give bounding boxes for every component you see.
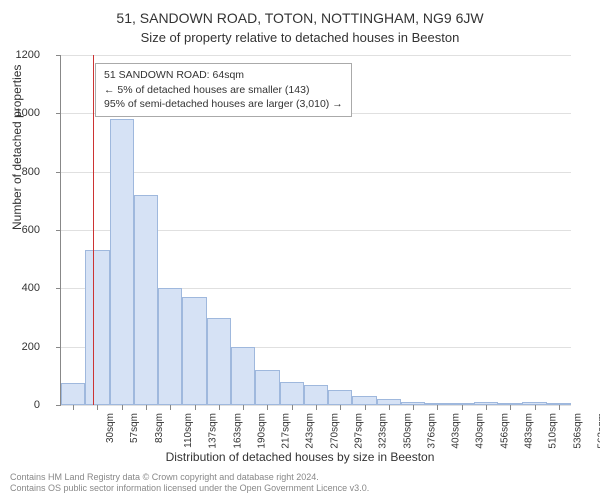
x-tick-label: 190sqm (256, 413, 267, 449)
grid-line (61, 172, 571, 173)
footer-line-2: Contains OS public sector information li… (10, 483, 369, 495)
x-axis-label: Distribution of detached houses by size … (0, 450, 600, 464)
x-tick-mark (535, 405, 536, 410)
x-tick-label: 137sqm (208, 413, 219, 449)
y-tick-label: 600 (0, 224, 40, 236)
y-tick-label: 1000 (0, 107, 40, 119)
y-tick-mark (56, 55, 61, 56)
histogram-bar (255, 370, 279, 405)
histogram-bar (280, 382, 304, 405)
footer-line-1: Contains HM Land Registry data © Crown c… (10, 472, 369, 484)
x-tick-label: 376sqm (426, 413, 437, 449)
x-tick-label: 563sqm (596, 413, 600, 449)
x-tick-label: 217sqm (281, 413, 292, 449)
x-tick-mark (389, 405, 390, 410)
x-tick-label: 83sqm (154, 413, 165, 443)
histogram-bar (110, 119, 134, 405)
marker-line (93, 55, 94, 405)
x-tick-mark (195, 405, 196, 410)
x-tick-label: 163sqm (232, 413, 243, 449)
x-tick-label: 270sqm (329, 413, 340, 449)
annotation-line-2: ← 5% of detached houses are smaller (143… (104, 83, 343, 98)
x-tick-label: 30sqm (105, 413, 116, 443)
x-tick-mark (413, 405, 414, 410)
x-tick-mark (292, 405, 293, 410)
chart-title-1: 51, SANDOWN ROAD, TOTON, NOTTINGHAM, NG9… (0, 10, 600, 26)
histogram-bar (231, 347, 255, 405)
x-tick-mark (267, 405, 268, 410)
x-tick-mark (170, 405, 171, 410)
x-tick-mark (243, 405, 244, 410)
histogram-bar (328, 390, 352, 405)
y-axis-label: Number of detached properties (10, 65, 24, 230)
y-tick-mark (56, 113, 61, 114)
x-tick-label: 243sqm (305, 413, 316, 449)
y-tick-label: 1200 (0, 49, 40, 61)
x-tick-label: 536sqm (572, 413, 583, 449)
footer-attribution: Contains HM Land Registry data © Crown c… (10, 472, 369, 495)
x-tick-label: 430sqm (475, 413, 486, 449)
y-tick-mark (56, 172, 61, 173)
y-tick-mark (56, 347, 61, 348)
x-tick-label: 57sqm (129, 413, 140, 443)
x-tick-label: 510sqm (548, 413, 559, 449)
chart-title-2: Size of property relative to detached ho… (0, 30, 600, 45)
x-tick-mark (437, 405, 438, 410)
x-tick-mark (340, 405, 341, 410)
x-tick-mark (559, 405, 560, 410)
histogram-bar (182, 297, 206, 405)
histogram-bar (352, 396, 376, 405)
grid-line (61, 55, 571, 56)
x-tick-mark (316, 405, 317, 410)
y-tick-label: 0 (0, 399, 40, 411)
annotation-line-1: 51 SANDOWN ROAD: 64sqm (104, 68, 343, 83)
annotation-line-3: 95% of semi-detached houses are larger (… (104, 97, 343, 112)
histogram-bar (158, 288, 182, 405)
x-tick-mark (146, 405, 147, 410)
y-tick-mark (56, 230, 61, 231)
histogram-bar (134, 195, 158, 405)
x-tick-mark (219, 405, 220, 410)
x-tick-mark (122, 405, 123, 410)
x-tick-mark (486, 405, 487, 410)
x-tick-label: 350sqm (402, 413, 413, 449)
x-tick-label: 110sqm (183, 413, 194, 448)
y-tick-label: 800 (0, 166, 40, 178)
y-tick-label: 200 (0, 341, 40, 353)
histogram-bar (85, 250, 109, 405)
x-tick-mark (73, 405, 74, 410)
annotation-box: 51 SANDOWN ROAD: 64sqm ← 5% of detached … (95, 63, 352, 117)
x-tick-mark (462, 405, 463, 410)
y-tick-label: 400 (0, 282, 40, 294)
histogram-bar (61, 383, 85, 405)
histogram-bar (304, 385, 328, 405)
y-tick-mark (56, 405, 61, 406)
x-tick-mark (97, 405, 98, 410)
x-tick-label: 403sqm (451, 413, 462, 449)
y-tick-mark (56, 288, 61, 289)
x-tick-label: 323sqm (378, 413, 389, 449)
x-tick-mark (365, 405, 366, 410)
histogram-bar (207, 318, 231, 406)
x-tick-label: 483sqm (524, 413, 535, 449)
x-tick-label: 456sqm (499, 413, 510, 449)
x-tick-mark (510, 405, 511, 410)
x-tick-label: 297sqm (354, 413, 365, 449)
